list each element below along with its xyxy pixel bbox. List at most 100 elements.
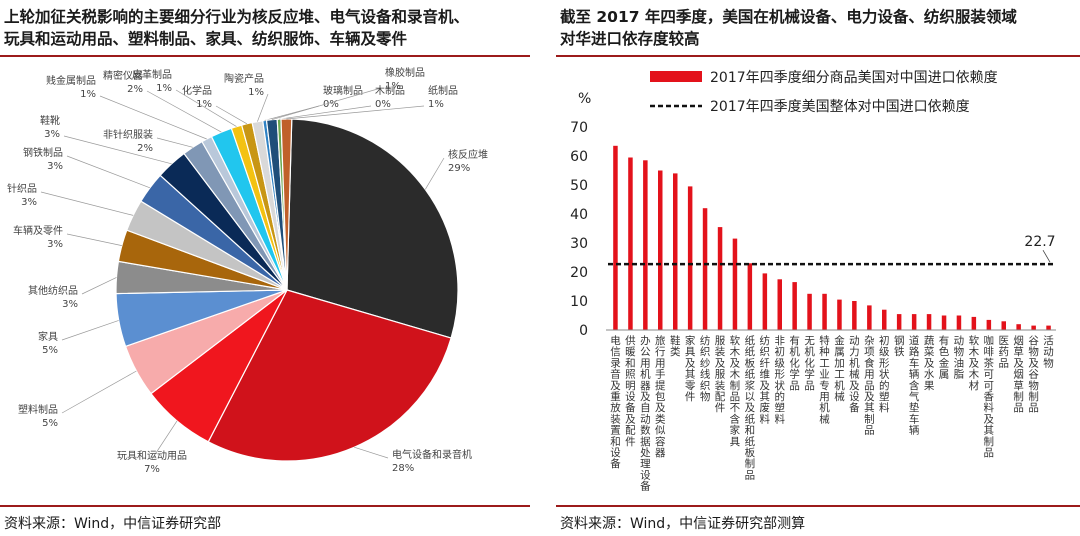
pie-leader-2 [151,420,178,460]
pie-leader-18 [279,105,372,120]
bar-11 [777,279,782,331]
y-tick-0: 0 [579,323,588,339]
pie-label-name-7: 针织品 [7,182,37,195]
bar-16 [852,301,857,330]
bar-20 [911,314,917,330]
pie-label-name-11: 贱金属制品 [46,74,96,87]
x-category-21: 蔬菜及水果 [924,335,935,392]
bar-4 [673,173,678,330]
pie-label-value-13: 1% [156,83,172,94]
bar-24 [971,316,977,330]
x-category-2: 办公用机器及自动数据处理设备 [640,334,651,493]
pie-label-value-18: 0% [375,99,391,110]
x-category-13: 无机化学品 [804,335,815,392]
bar-panel: 截至 2017 年四季度，美国在机械设备、电力设备、纺织服装领域 对华进口依存度… [556,0,1080,536]
x-category-1: 供暖和照明设备及配件 [625,334,636,448]
bar-6 [702,208,708,330]
bar-10 [762,273,768,330]
y-tick-5: 50 [570,178,588,194]
bar-title: 截至 2017 年四季度，美国在机械设备、电力设备、纺织服装领域 对华进口依存度… [560,6,1017,50]
pie-label-name-13: 皮革制品 [132,68,172,81]
x-category-5: 家具及其零件 [685,334,696,403]
x-category-24: 软木及木材 [969,334,980,392]
pie-label-name-1: 电气设备和录音机 [392,448,472,461]
pie-label-name-9: 鞋靴 [40,114,60,127]
pie-leader-4 [61,320,119,341]
pie-label-name-16: 玻璃制品 [323,84,363,97]
bar-3 [658,170,663,330]
pie-label-value-4: 5% [42,345,58,356]
pie-label-value-10: 2% [137,143,153,154]
bar-22 [941,315,947,330]
pie-title-line1: 上轮加征关税影响的主要细分行业为核反应堆、电气设备和录音机、 [4,8,470,26]
bar-0 [613,145,618,330]
pie-source-rule [0,505,530,507]
pie-leader-12 [146,90,222,133]
x-category-26: 医药品 [998,335,1009,369]
pie-leader-11 [99,95,207,140]
pie-label-value-7: 3% [21,197,37,208]
bar-25 [986,319,992,330]
x-category-6: 纺织纱线织物 [700,334,711,403]
y-tick-2: 20 [570,265,588,281]
x-category-25: 咖啡茶可可香料及其制品 [984,335,995,459]
pie-leader-15 [257,93,269,122]
x-category-20: 道路车辆含气垫车辆 [909,334,920,437]
pie-label-name-15: 陶瓷产品 [224,72,264,85]
pie-label-value-5: 3% [62,299,78,310]
y-tick-3: 30 [570,236,588,252]
pie-leader-3 [61,370,137,414]
bar-7 [717,227,723,330]
pie-title-rule [0,55,530,57]
x-category-11: 非初级形状的塑料 [774,335,785,425]
pie-leader-19 [286,105,425,120]
x-category-4: 鞋类 [670,334,681,358]
x-category-27: 烟草及烟草制品 [1013,334,1024,414]
bar-chart: 2017年四季度细分商品美国对中国进口依赖度 2017年四季度美国整体对中国进口依… [570,70,1056,493]
bar-9 [747,263,753,330]
x-category-29: 活动物 [1043,335,1054,369]
y-axis-unit: % [578,91,591,107]
pie-label-name-14: 化学品 [182,84,212,97]
pie-label-value-3: 5% [42,418,58,429]
x-category-10: 纺织纤维及其废料 [760,334,771,425]
pie-leader-5 [81,277,117,295]
pie-label-name-18: 木制品 [375,84,405,97]
reference-leader [1042,249,1051,263]
bar-23 [956,315,962,330]
reference-line-label: 22.7 [1024,234,1055,250]
bar-12 [792,282,797,330]
pie-leader-0 [424,157,445,190]
x-category-9: 纸纸板纸浆以及纸和纸板制品 [745,334,756,481]
pie-label-value-0: 29% [448,163,470,174]
y-tick-6: 60 [570,149,588,165]
bar-19 [896,314,902,330]
pie-label-name-19: 纸制品 [428,84,458,97]
pie-leader-1 [354,446,389,459]
pie-leader-14 [215,105,248,125]
pie-label-value-9: 3% [44,129,60,140]
x-category-8: 软木及木制品不含家具 [730,334,741,448]
bar-5 [687,186,693,330]
y-tick-4: 40 [570,207,588,223]
legend-label-bar: 2017年四季度细分商品美国对中国进口依赖度 [710,70,998,86]
bar-26 [1001,321,1006,330]
pie-leader-9 [63,135,172,165]
x-category-28: 谷物及谷物制品 [1028,335,1039,414]
pie-label-name-0: 核反应堆 [448,148,488,161]
pie-label-value-8: 3% [47,161,63,172]
pie-label-value-6: 3% [47,239,63,250]
pie-title: 上轮加征关税影响的主要细分行业为核反应堆、电气设备和录音机、 玩具和运动用品、塑… [4,6,469,50]
bar-title-rule [556,55,1080,57]
x-category-15: 金属加工机械 [834,334,845,403]
pie-label-name-17: 橡胶制品 [385,66,425,79]
pie-label-value-1: 28% [392,463,414,474]
pie-label-name-2: 玩具和运动用品 [117,450,187,462]
pie-label-name-12: 精密仪器 [103,69,143,82]
pie-label-name-8: 钢铁制品 [23,146,63,159]
pie-slice-19 [280,118,293,291]
x-category-3: 旅行用手提包及类似容器 [655,334,666,459]
pie-chart: 核反应堆 29% 电气设备和录音机 28% 玩具和运动用品 7% 塑料制品 5% 家具 5% 其他纺… [7,66,488,475]
x-category-0: 电信录音及重放装置和设备 [610,334,621,470]
x-category-23: 动物油脂 [954,335,965,381]
